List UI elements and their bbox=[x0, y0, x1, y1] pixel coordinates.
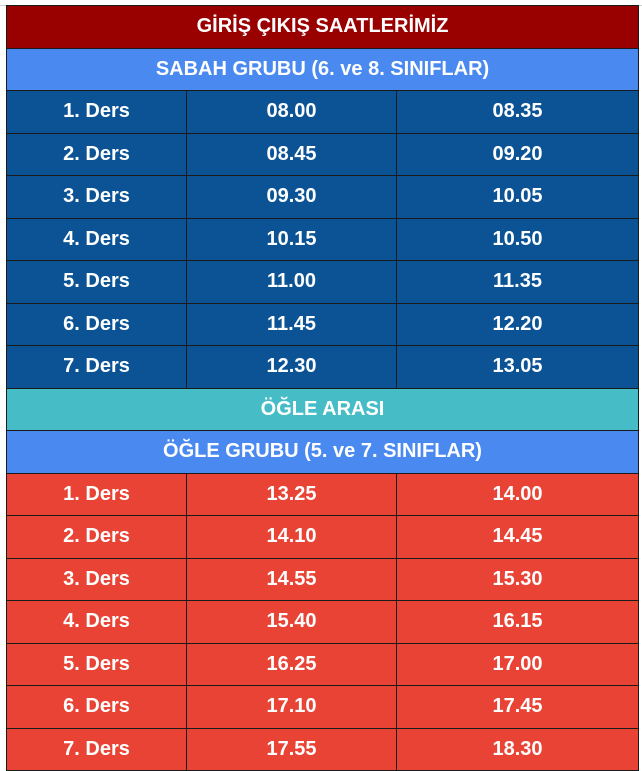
start-time[interactable]: 12.30 bbox=[186, 345, 397, 389]
lesson-label[interactable]: 2. Ders bbox=[6, 515, 187, 559]
afternoon-header-row: ÖĞLE GRUBU (5. ve 7. SINIFLAR) bbox=[5, 430, 640, 474]
end-time[interactable]: 16.15 bbox=[395, 600, 640, 644]
start-time[interactable]: 11.00 bbox=[186, 260, 397, 304]
lesson-label[interactable]: 1. Ders bbox=[6, 90, 187, 134]
afternoon-lesson-row: 1. Ders 13.25 14.00 bbox=[6, 472, 640, 516]
start-time[interactable]: 10.15 bbox=[186, 217, 397, 261]
lesson-label[interactable]: 1. Ders bbox=[6, 472, 187, 516]
lesson-label[interactable]: 5. Ders bbox=[6, 642, 187, 686]
start-time[interactable]: 16.25 bbox=[186, 642, 397, 686]
end-time[interactable]: 09.20 bbox=[395, 132, 640, 176]
lesson-label[interactable]: 4. Ders bbox=[6, 600, 187, 644]
end-time[interactable]: 13.05 bbox=[395, 345, 640, 389]
morning-lesson-row: 7. Ders 12.30 13.05 bbox=[6, 345, 640, 389]
morning-lesson-row: 3. Ders 09.30 10.05 bbox=[6, 175, 640, 219]
end-time[interactable]: 15.30 bbox=[395, 557, 640, 601]
start-time[interactable]: 17.10 bbox=[186, 685, 397, 729]
break-row: ÖĞLE ARASI bbox=[5, 387, 640, 431]
end-time[interactable]: 08.35 bbox=[395, 90, 640, 134]
start-time[interactable]: 08.45 bbox=[186, 132, 397, 176]
morning-group-header[interactable]: SABAH GRUBU (6. ve 8. SINIFLAR) bbox=[5, 47, 640, 91]
lesson-label[interactable]: 3. Ders bbox=[6, 557, 187, 601]
morning-lesson-row: 1. Ders 08.00 08.35 bbox=[6, 90, 640, 134]
start-time[interactable]: 11.45 bbox=[186, 302, 397, 346]
lesson-label[interactable]: 7. Ders bbox=[6, 727, 187, 771]
afternoon-lesson-row: 7. Ders 17.55 18.30 bbox=[6, 727, 640, 771]
lesson-label[interactable]: 2. Ders bbox=[6, 132, 187, 176]
afternoon-lesson-row: 6. Ders 17.10 17.45 bbox=[6, 685, 640, 729]
start-time[interactable]: 09.30 bbox=[186, 175, 397, 219]
end-time[interactable]: 17.45 bbox=[395, 685, 640, 729]
start-time[interactable]: 17.55 bbox=[186, 727, 397, 771]
start-time[interactable]: 15.40 bbox=[186, 600, 397, 644]
morning-lesson-row: 6. Ders 11.45 12.20 bbox=[6, 302, 640, 346]
lesson-label[interactable]: 6. Ders bbox=[6, 302, 187, 346]
start-time[interactable]: 14.55 bbox=[186, 557, 397, 601]
morning-header-row: SABAH GRUBU (6. ve 8. SINIFLAR) bbox=[5, 47, 640, 91]
lesson-label[interactable]: 3. Ders bbox=[6, 175, 187, 219]
lesson-label[interactable]: 6. Ders bbox=[6, 685, 187, 729]
end-time[interactable]: 14.45 bbox=[395, 515, 640, 559]
lesson-label[interactable]: 4. Ders bbox=[6, 217, 187, 261]
afternoon-lesson-row: 5. Ders 16.25 17.00 bbox=[6, 642, 640, 686]
morning-lesson-row: 2. Ders 08.45 09.20 bbox=[6, 132, 640, 176]
end-time[interactable]: 10.50 bbox=[395, 217, 640, 261]
lesson-label[interactable]: 7. Ders bbox=[6, 345, 187, 389]
afternoon-lesson-row: 4. Ders 15.40 16.15 bbox=[6, 600, 640, 644]
end-time[interactable]: 12.20 bbox=[395, 302, 640, 346]
end-time[interactable]: 10.05 bbox=[395, 175, 640, 219]
end-time[interactable]: 14.00 bbox=[395, 472, 640, 516]
morning-lesson-row: 4. Ders 10.15 10.50 bbox=[6, 217, 640, 261]
start-time[interactable]: 14.10 bbox=[186, 515, 397, 559]
page-title[interactable]: GİRİŞ ÇIKIŞ SAATLERİMİZ bbox=[5, 5, 640, 49]
end-time[interactable]: 17.00 bbox=[395, 642, 640, 686]
afternoon-group-header[interactable]: ÖĞLE GRUBU (5. ve 7. SINIFLAR) bbox=[5, 430, 640, 474]
end-time[interactable]: 11.35 bbox=[395, 260, 640, 304]
start-time[interactable]: 13.25 bbox=[186, 472, 397, 516]
title-row: GİRİŞ ÇIKIŞ SAATLERİMİZ bbox=[5, 5, 640, 49]
lesson-label[interactable]: 5. Ders bbox=[6, 260, 187, 304]
lunch-break-label[interactable]: ÖĞLE ARASI bbox=[5, 387, 640, 431]
afternoon-lesson-row: 3. Ders 14.55 15.30 bbox=[6, 557, 640, 601]
schedule-table: GİRİŞ ÇIKIŞ SAATLERİMİZ SABAH GRUBU (6. … bbox=[5, 5, 640, 771]
end-time[interactable]: 18.30 bbox=[395, 727, 640, 771]
afternoon-lesson-row: 2. Ders 14.10 14.45 bbox=[6, 515, 640, 559]
morning-lesson-row: 5. Ders 11.00 11.35 bbox=[6, 260, 640, 304]
start-time[interactable]: 08.00 bbox=[186, 90, 397, 134]
